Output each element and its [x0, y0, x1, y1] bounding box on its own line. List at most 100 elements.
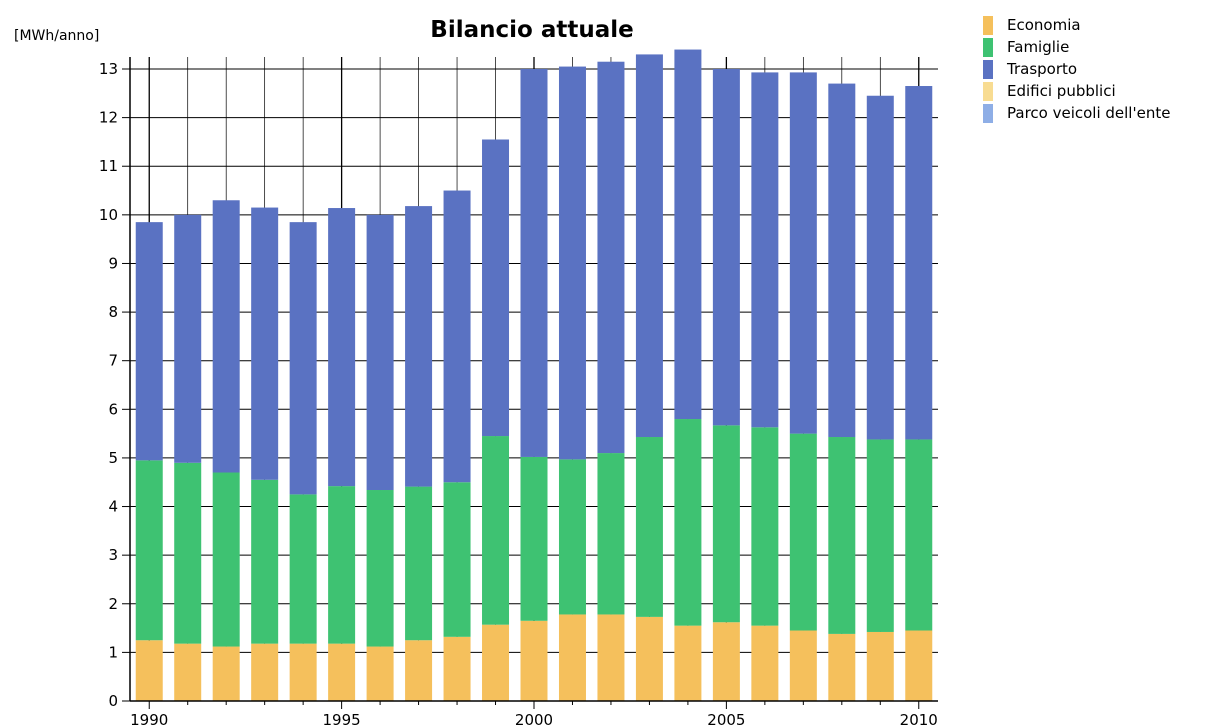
legend-item: Famiglie: [983, 36, 1170, 58]
bar-segment-economia: [597, 614, 625, 701]
bar-segment-famiglie: [328, 486, 356, 644]
bar-segment-famiglie: [366, 490, 394, 647]
y-tick-label: 0: [108, 692, 118, 710]
y-tick-label: 6: [108, 400, 118, 418]
bar-segment-trasporto: [674, 49, 702, 420]
bar-segment-famiglie: [905, 439, 933, 631]
legend-item: Parco veicoli dell'ente: [983, 102, 1170, 124]
bar-segment-economia: [905, 630, 933, 701]
legend-swatch: [983, 59, 993, 79]
legend-swatch: [983, 37, 993, 57]
legend-swatch: [983, 15, 993, 35]
y-tick-label: 2: [108, 595, 118, 613]
bar-segment-famiglie: [751, 427, 779, 626]
y-tick-label: 1: [108, 643, 118, 661]
bars: [135, 49, 933, 701]
bar-segment-trasporto: [212, 200, 240, 473]
y-tick-label: 3: [108, 546, 118, 564]
legend-label: Economia: [1007, 16, 1081, 34]
bar-segment-trasporto: [520, 69, 548, 457]
legend-label: Edifici pubblici: [1007, 82, 1116, 100]
y-tick-label: 10: [99, 206, 118, 224]
bar-segment-famiglie: [135, 460, 163, 641]
bar-segment-famiglie: [174, 462, 202, 644]
bar-segment-trasporto: [174, 214, 202, 463]
bar-segment-economia: [635, 616, 663, 701]
bar-segment-economia: [212, 646, 240, 701]
bar-segment-famiglie: [866, 439, 894, 632]
bar-segment-trasporto: [828, 83, 856, 438]
bar-segment-famiglie: [443, 482, 471, 637]
legend-item: Edifici pubblici: [983, 80, 1170, 102]
bar-segment-trasporto: [558, 66, 586, 460]
x-tick-label: 1990: [130, 711, 168, 727]
y-tick-label: 12: [99, 109, 118, 127]
bar-segment-trasporto: [635, 54, 663, 438]
legend-swatch: [983, 103, 993, 123]
y-tick-label: 5: [108, 449, 118, 467]
bar-segment-trasporto: [482, 139, 510, 437]
bar-segment-economia: [674, 625, 702, 701]
legend-swatch: [983, 81, 993, 101]
bar-segment-economia: [828, 633, 856, 701]
y-axis-unit-label: [MWh/anno]: [14, 28, 99, 44]
y-tick-label: 8: [108, 303, 118, 321]
y-tick-label: 11: [99, 157, 118, 175]
legend-label: Trasporto: [1007, 60, 1078, 78]
bar-segment-trasporto: [712, 69, 740, 426]
bar-segment-trasporto: [866, 95, 894, 440]
bar-segment-trasporto: [789, 72, 817, 434]
chart-title: Bilancio attuale: [430, 17, 633, 43]
bar-segment-economia: [366, 646, 394, 701]
bar-segment-trasporto: [251, 207, 279, 480]
bar-segment-economia: [405, 640, 433, 701]
bar-segment-economia: [289, 643, 317, 701]
bar-segment-economia: [251, 643, 279, 701]
bar-segment-famiglie: [558, 459, 586, 615]
bar-segment-economia: [482, 624, 510, 701]
bar-segment-trasporto: [405, 206, 433, 487]
bar-segment-famiglie: [520, 456, 548, 621]
bar-segment-trasporto: [366, 214, 394, 491]
bar-segment-famiglie: [405, 486, 433, 641]
bar-segment-famiglie: [597, 453, 625, 615]
bar-segment-trasporto: [751, 72, 779, 428]
bar-segment-economia: [789, 630, 817, 701]
bar-segment-economia: [174, 643, 202, 701]
bar-segment-famiglie: [828, 437, 856, 634]
bar-segment-famiglie: [712, 425, 740, 623]
bar-segment-trasporto: [597, 61, 625, 454]
bar-segment-economia: [328, 643, 356, 701]
bar-segment-famiglie: [251, 479, 279, 644]
legend-item: Trasporto: [983, 58, 1170, 80]
x-tick-label: 2005: [707, 711, 745, 727]
legend-item: Economia: [983, 14, 1170, 36]
bar-segment-trasporto: [135, 222, 163, 461]
bar-segment-famiglie: [635, 437, 663, 617]
y-tick-label: 9: [108, 254, 118, 272]
bar-segment-trasporto: [905, 86, 933, 440]
x-tick-label: 2000: [515, 711, 553, 727]
bar-segment-economia: [712, 622, 740, 701]
y-tick-label: 7: [108, 352, 118, 370]
y-tick-label: 13: [99, 60, 118, 78]
bar-segment-famiglie: [789, 433, 817, 631]
bar-segment-famiglie: [482, 436, 510, 625]
bar-segment-economia: [520, 620, 548, 701]
bar-segment-economia: [135, 640, 163, 701]
bar-segment-economia: [443, 636, 471, 701]
x-tick-label: 2010: [900, 711, 938, 727]
bar-segment-economia: [866, 631, 894, 701]
bar-segment-trasporto: [328, 208, 356, 487]
bar-segment-famiglie: [289, 494, 317, 644]
bar-segment-famiglie: [674, 419, 702, 626]
legend-label: Famiglie: [1007, 38, 1070, 56]
x-tick-label: 1995: [323, 711, 361, 727]
legend: Economia Famiglie Trasporto Edifici pubblic…: [983, 14, 1170, 124]
bar-segment-economia: [751, 625, 779, 701]
bar-segment-trasporto: [443, 190, 471, 483]
bar-segment-trasporto: [289, 222, 317, 495]
bar-segment-famiglie: [212, 472, 240, 647]
